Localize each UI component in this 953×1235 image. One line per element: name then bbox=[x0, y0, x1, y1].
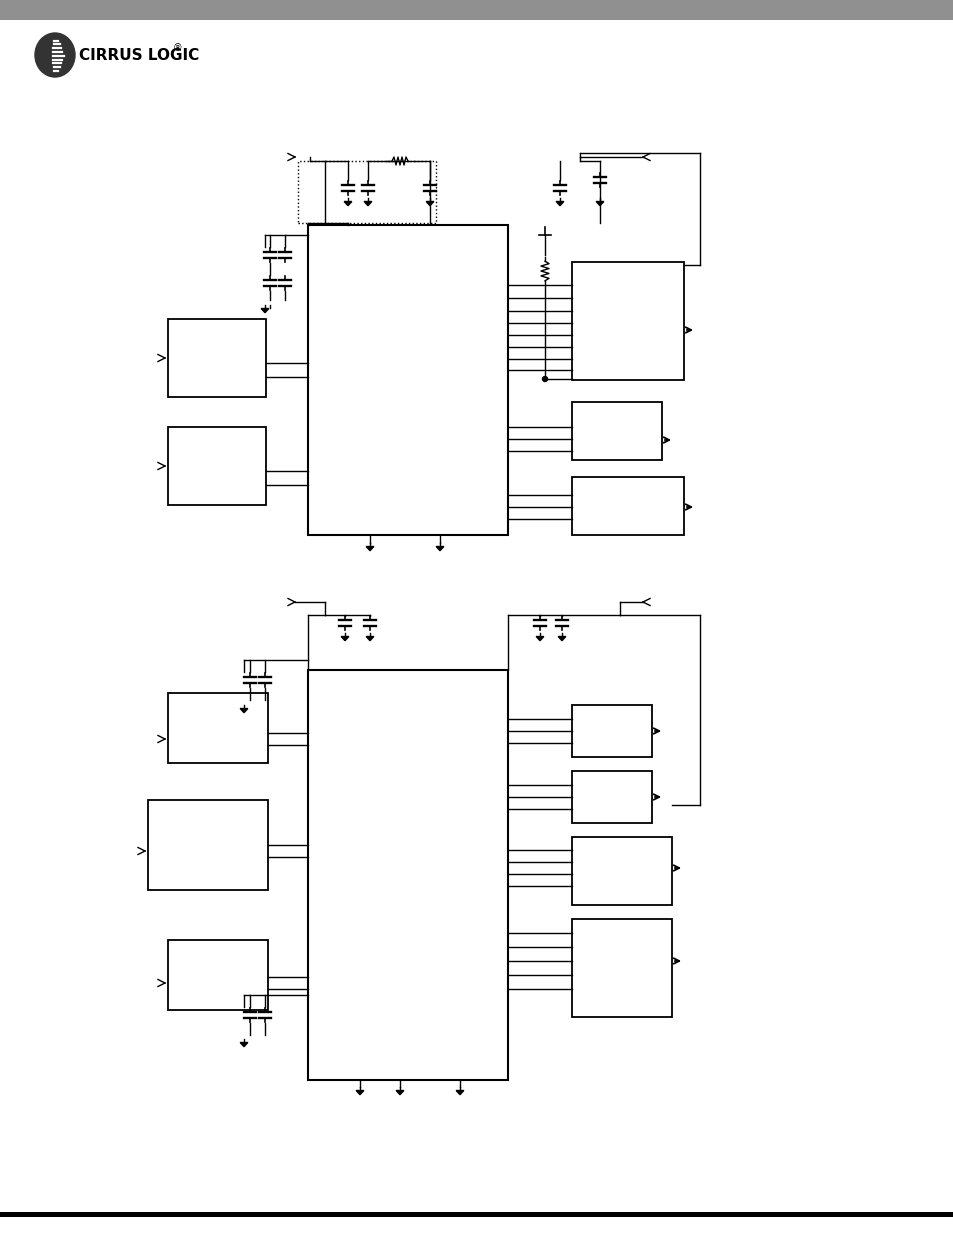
Bar bbox=[572, 403, 661, 459]
Bar bbox=[572, 262, 683, 380]
Bar bbox=[148, 800, 268, 890]
Polygon shape bbox=[426, 201, 434, 206]
Bar bbox=[168, 427, 266, 505]
Bar bbox=[572, 771, 651, 823]
Polygon shape bbox=[364, 201, 372, 206]
Bar bbox=[572, 477, 683, 535]
Polygon shape bbox=[536, 636, 543, 641]
Bar bbox=[168, 693, 268, 763]
Bar bbox=[297, 161, 436, 224]
Polygon shape bbox=[366, 547, 374, 551]
Polygon shape bbox=[558, 636, 565, 641]
Polygon shape bbox=[240, 709, 248, 713]
Text: CIRRUS LOGIC: CIRRUS LOGIC bbox=[79, 47, 199, 63]
Circle shape bbox=[542, 377, 547, 382]
Bar bbox=[308, 671, 507, 1079]
Bar bbox=[572, 705, 651, 757]
Polygon shape bbox=[456, 1091, 463, 1094]
Polygon shape bbox=[395, 1091, 403, 1094]
Bar bbox=[572, 837, 671, 905]
Bar bbox=[0, 1212, 953, 1216]
Polygon shape bbox=[261, 309, 269, 312]
Polygon shape bbox=[436, 547, 443, 551]
Bar bbox=[168, 940, 268, 1010]
Polygon shape bbox=[341, 636, 349, 641]
Bar bbox=[308, 225, 507, 535]
Text: ®: ® bbox=[172, 43, 183, 53]
Polygon shape bbox=[366, 636, 374, 641]
Polygon shape bbox=[344, 201, 352, 206]
Polygon shape bbox=[240, 1042, 248, 1047]
Bar bbox=[168, 319, 266, 396]
Bar bbox=[0, 0, 953, 20]
Polygon shape bbox=[596, 201, 603, 206]
Polygon shape bbox=[355, 1091, 363, 1094]
Bar bbox=[572, 919, 671, 1016]
Polygon shape bbox=[556, 201, 563, 206]
Ellipse shape bbox=[35, 33, 75, 77]
